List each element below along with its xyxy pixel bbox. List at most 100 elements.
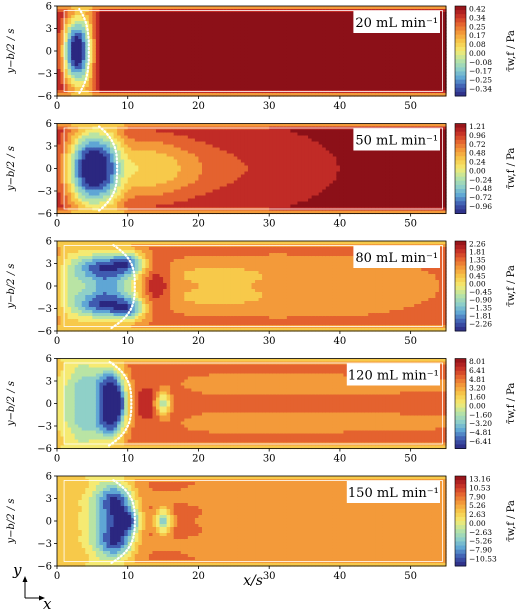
field-cell — [336, 75, 341, 79]
field-cell — [240, 45, 246, 49]
field-cell — [131, 30, 136, 34]
field-cell — [343, 24, 348, 28]
field-cell — [60, 15, 65, 19]
field-cell — [184, 45, 189, 49]
field-cell — [57, 84, 62, 88]
field-cell — [88, 57, 93, 61]
field-cell — [297, 15, 302, 19]
field-cell — [247, 18, 253, 22]
field-cell — [223, 6, 228, 10]
field-cell — [127, 51, 132, 55]
field-cell — [258, 12, 263, 16]
field-cell — [290, 18, 295, 22]
field-cell — [117, 30, 122, 34]
field-cell — [304, 60, 309, 64]
field-cell — [163, 54, 168, 58]
field-cell — [290, 15, 295, 19]
field-cell — [81, 39, 86, 43]
field-cell — [85, 30, 90, 34]
field-cell — [124, 15, 129, 19]
field-cell — [152, 51, 157, 55]
field-cell — [117, 84, 122, 88]
field-cell — [219, 60, 224, 64]
field-cell — [332, 45, 337, 49]
field-cell — [124, 18, 129, 22]
field-cell — [244, 81, 249, 85]
field-cell — [184, 48, 189, 52]
field-cell — [258, 75, 263, 79]
field-cell — [286, 54, 291, 58]
field-cell — [269, 36, 274, 40]
field-cell — [233, 57, 238, 61]
field-cell — [170, 36, 175, 40]
field-cell — [272, 45, 277, 49]
field-cell — [74, 39, 79, 43]
field-cell — [106, 63, 111, 67]
field-cell — [163, 21, 168, 25]
field-cell — [92, 48, 97, 52]
field-cell — [191, 93, 196, 97]
field-cell — [194, 48, 200, 52]
field-cell — [187, 36, 192, 40]
field-cell — [159, 60, 164, 64]
field-cell — [364, 6, 369, 10]
field-cell — [212, 27, 217, 31]
field-cell — [124, 21, 129, 25]
field-cell — [290, 93, 295, 97]
field-cell — [92, 54, 97, 58]
field-cell — [286, 72, 291, 76]
field-cell — [223, 75, 228, 79]
field-cell — [180, 18, 185, 22]
field-cell — [134, 6, 139, 10]
field-cell — [343, 69, 348, 73]
field-cell — [357, 69, 362, 73]
field-cell — [233, 42, 238, 46]
field-cell — [279, 93, 284, 97]
field-cell — [297, 45, 302, 49]
field-cell — [272, 18, 277, 22]
field-cell — [272, 54, 277, 58]
field-cell — [233, 30, 238, 34]
field-cell — [297, 54, 302, 58]
field-cell — [237, 60, 242, 64]
field-cell — [106, 84, 111, 88]
field-cell — [311, 15, 316, 19]
field-cell — [293, 27, 299, 31]
field-cell — [240, 12, 246, 16]
field-cell — [339, 42, 345, 46]
field-cell — [258, 54, 263, 58]
field-cell — [283, 12, 288, 16]
field-cell — [159, 81, 164, 85]
field-cell — [88, 78, 93, 82]
field-cell — [262, 75, 267, 79]
field-cell — [187, 57, 192, 61]
field-cell — [173, 24, 178, 28]
field-cell — [191, 69, 196, 73]
field-cell — [102, 21, 108, 25]
field-cell — [170, 72, 175, 76]
field-cell — [159, 15, 164, 19]
field-cell — [361, 69, 366, 73]
field-cell — [148, 66, 154, 70]
field-cell — [350, 6, 355, 10]
field-cell — [339, 72, 345, 76]
field-cell — [293, 84, 299, 88]
field-cell — [74, 60, 79, 64]
field-cell — [57, 45, 62, 49]
field-cell — [191, 33, 196, 37]
field-cell — [166, 57, 171, 61]
field-cell — [336, 81, 341, 85]
field-cell — [212, 51, 217, 55]
field-cell — [194, 15, 200, 19]
field-cell — [180, 57, 185, 61]
field-cell — [113, 27, 118, 31]
field-cell — [92, 93, 97, 97]
field-cell — [293, 72, 299, 76]
field-cell — [85, 45, 90, 49]
field-cell — [357, 93, 362, 97]
field-cell — [74, 93, 79, 97]
field-cell — [255, 63, 260, 67]
field-cell — [78, 33, 83, 37]
field-cell — [212, 84, 217, 88]
field-cell — [156, 36, 161, 40]
